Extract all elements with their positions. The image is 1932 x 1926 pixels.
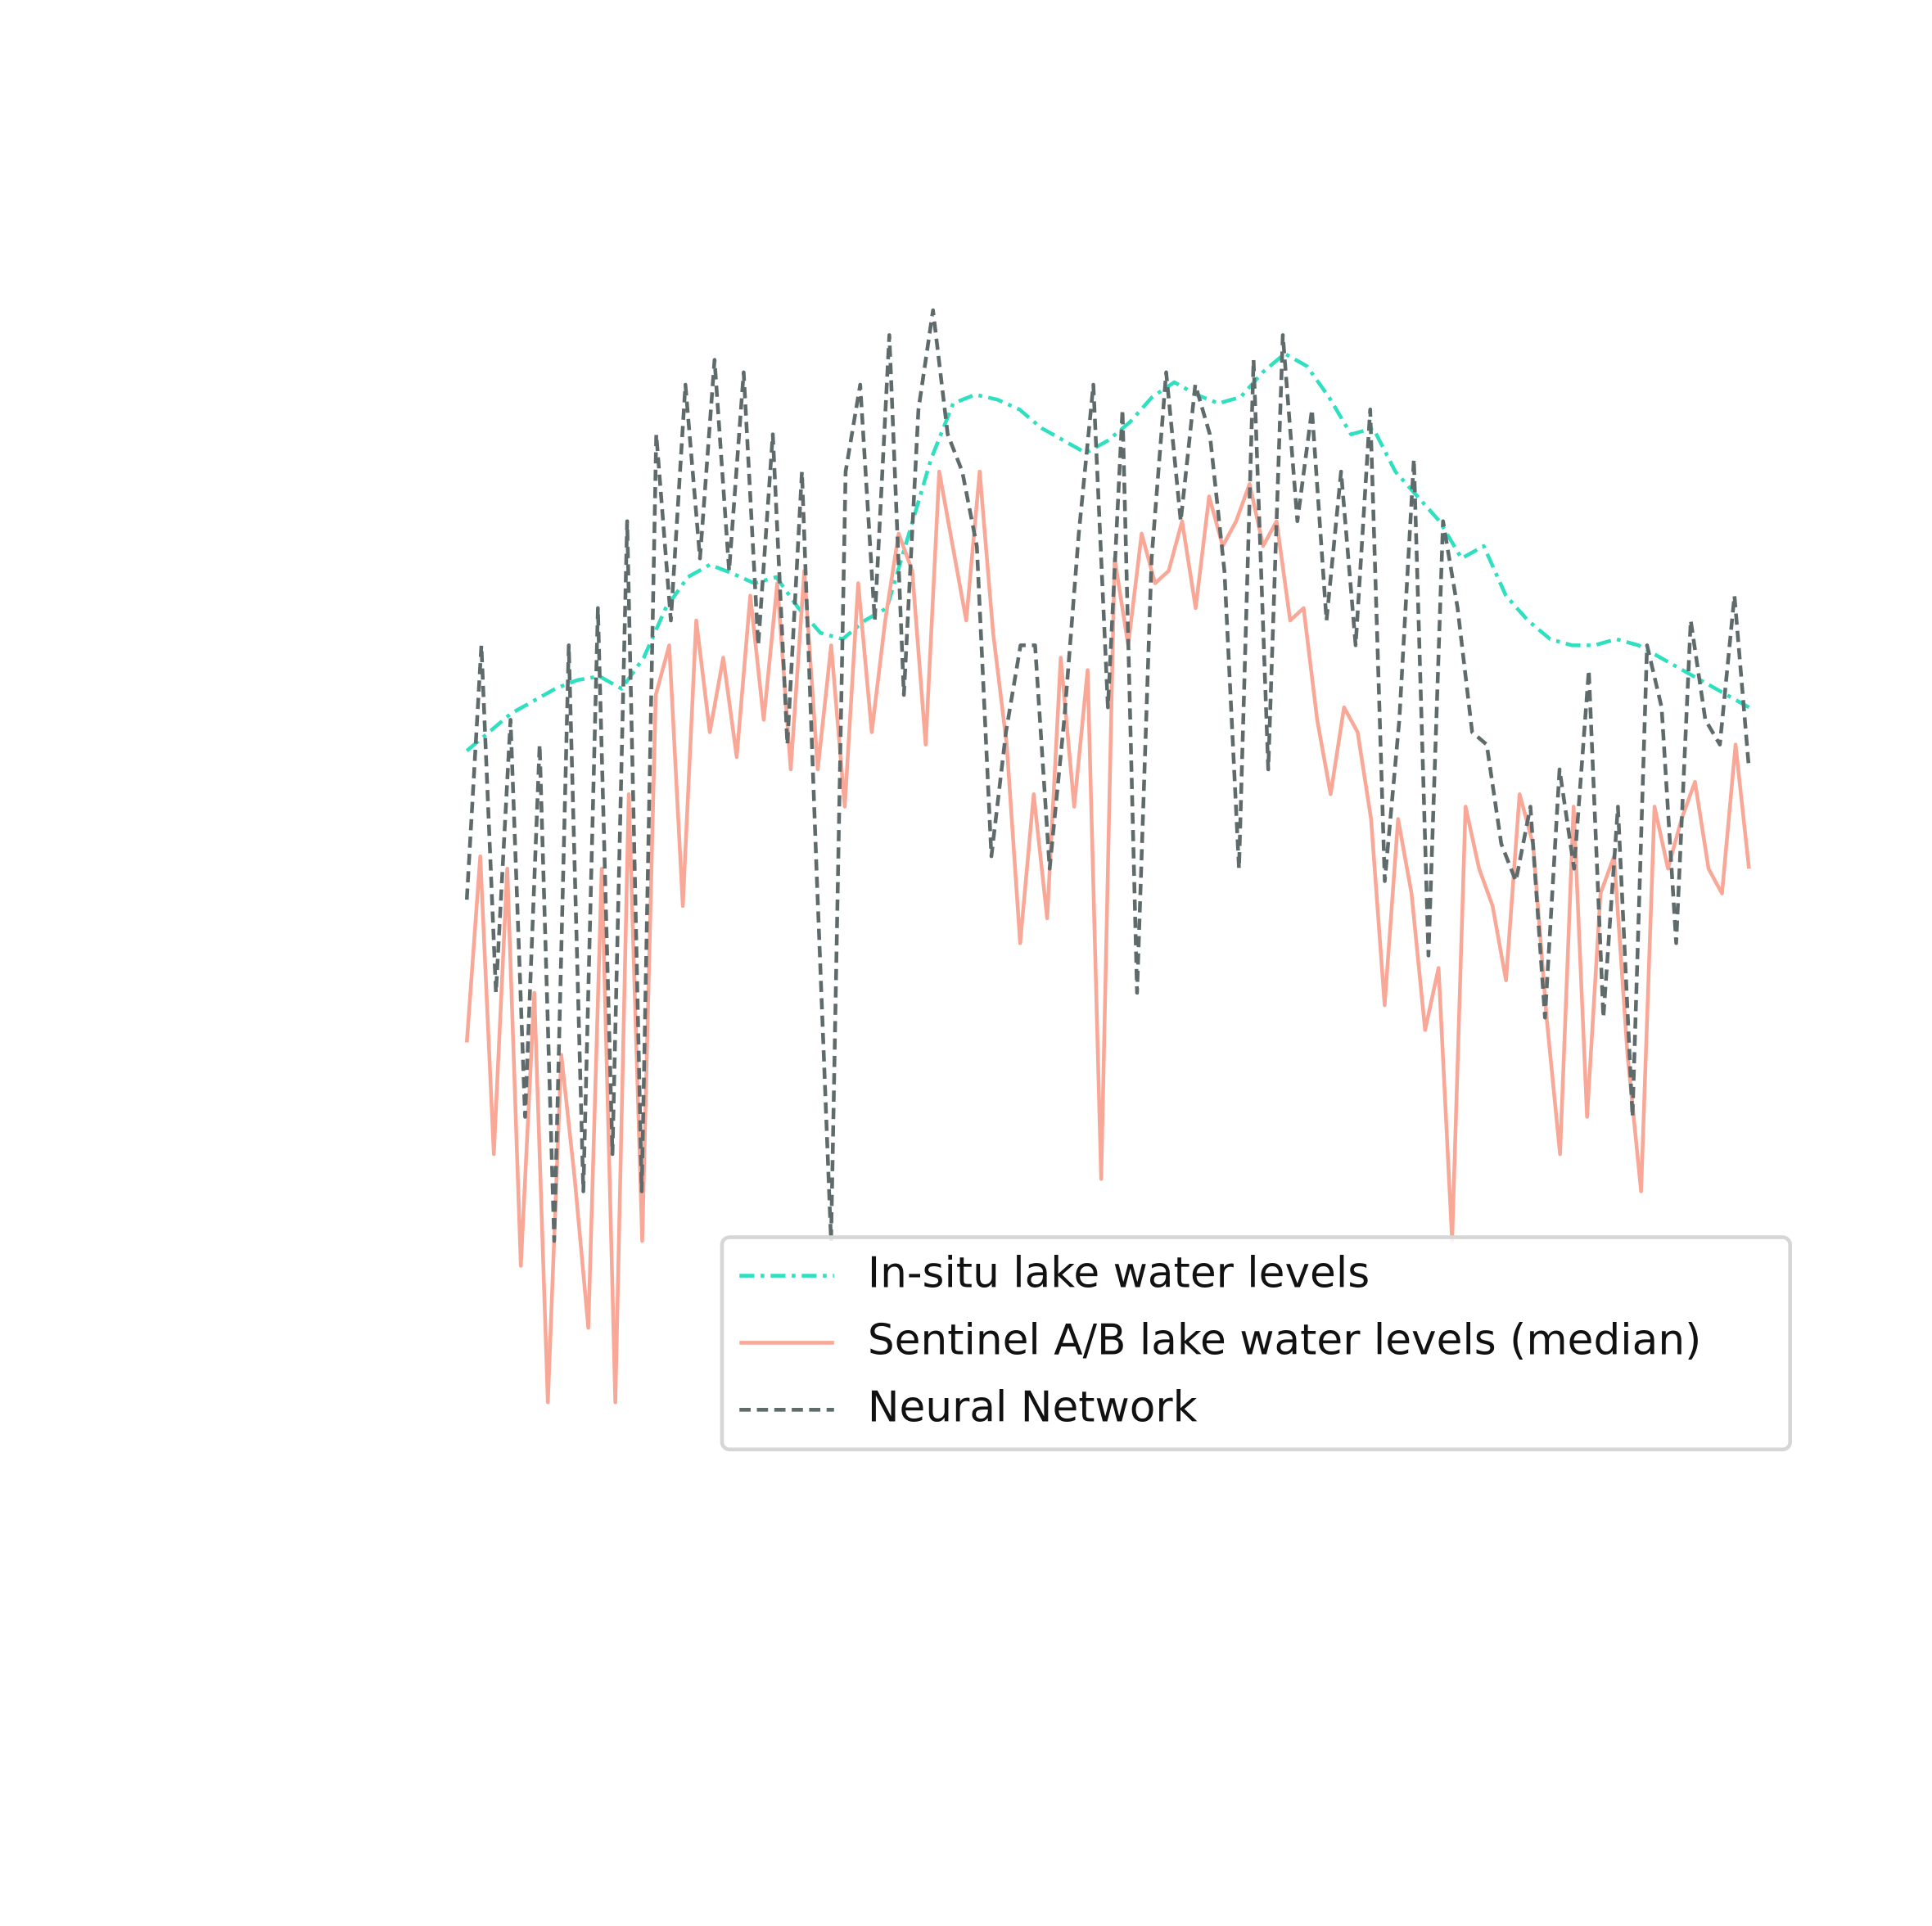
series-line xyxy=(464,469,1751,1405)
series-line xyxy=(465,351,1750,752)
legend-label: Sentinel A/B lake water levels (median) xyxy=(868,1315,1701,1364)
series-line xyxy=(464,308,1751,1243)
legend-label: Neural Network xyxy=(868,1382,1198,1432)
legend-box xyxy=(720,1235,1792,1452)
legend: In-situ lake water levels Sentinel A/B la… xyxy=(720,1235,1792,1452)
legend-label: In-situ lake water levels xyxy=(868,1249,1370,1298)
